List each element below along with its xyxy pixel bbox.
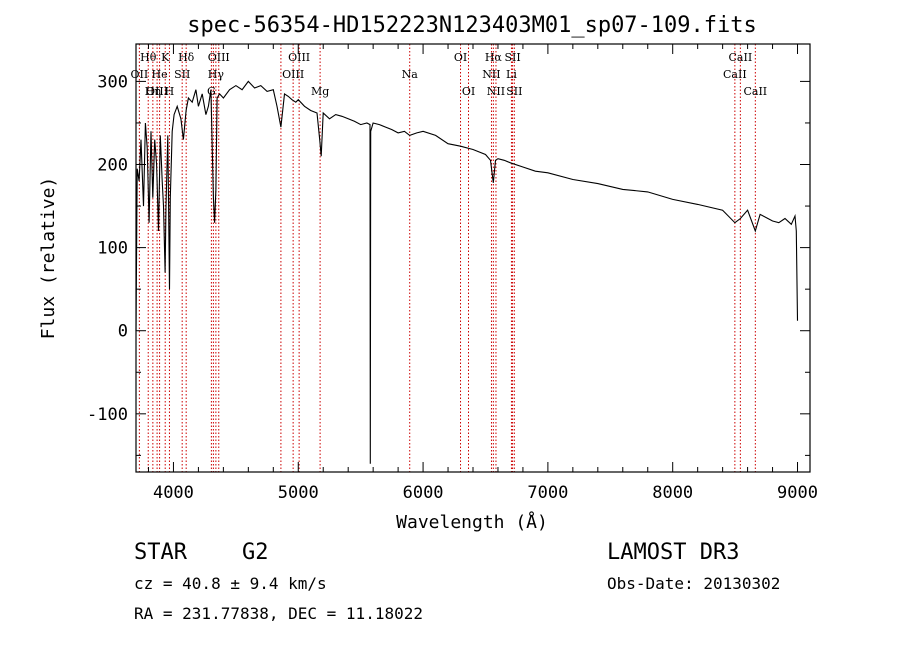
y-axis: -100 0 100 200 300 <box>87 72 810 456</box>
x-tick-label: 7000 <box>527 483 568 503</box>
line-label: OI <box>454 51 467 64</box>
line-label: OIII <box>282 68 304 81</box>
spectrum-line <box>135 80 799 464</box>
line-label: NII <box>482 68 500 81</box>
y-tick-label: 0 <box>118 322 128 342</box>
line-label: H <box>165 85 175 98</box>
line-label: OI <box>462 85 475 98</box>
y-axis-label: Flux (relative) <box>38 177 59 340</box>
x-tick-label: 5000 <box>278 483 319 503</box>
line-label: Hθ <box>140 51 157 64</box>
line-label: NII <box>487 85 505 98</box>
line-label: OIII <box>288 51 310 64</box>
line-label: He <box>152 68 168 81</box>
line-label: Li <box>506 68 517 81</box>
x-tick-label: 8000 <box>652 483 693 503</box>
obs-date-text: Obs-Date: 20130302 <box>607 574 781 593</box>
y-tick-label: -100 <box>87 405 128 425</box>
y-tick-label: 200 <box>97 156 128 176</box>
line-label: SII <box>504 51 520 64</box>
line-label: OIII <box>208 51 230 64</box>
line-label: Na <box>402 68 419 81</box>
x-tick-label: 6000 <box>403 483 444 503</box>
coordinates-text: RA = 231.77838, DEC = 11.18022 <box>134 604 423 623</box>
object-class: STAR <box>134 540 187 565</box>
line-label: CaII <box>723 68 747 81</box>
line-label: Hδ <box>178 51 195 64</box>
x-tick-label: 4000 <box>153 483 194 503</box>
line-label: OII <box>131 68 149 81</box>
x-axis: 4000 5000 6000 7000 8000 9000 <box>147 44 818 503</box>
line-label: Hγ <box>208 68 225 81</box>
survey-name: LAMOST DR3 <box>607 540 740 565</box>
line-label: CaII <box>729 51 753 64</box>
line-label: Mg <box>311 85 329 98</box>
line-label: CaII <box>743 85 767 98</box>
x-tick-label: 9000 <box>777 483 818 503</box>
spectral-line-markers <box>138 44 756 472</box>
y-tick-label: 100 <box>97 239 128 259</box>
line-label: Hη <box>145 85 161 98</box>
line-label: SII <box>174 68 190 81</box>
redshift-text: cz = 40.8 ± 9.4 km/s <box>134 574 327 593</box>
object-subclass: G2 <box>242 540 269 565</box>
line-label: SII <box>506 85 522 98</box>
y-tick-label: 300 <box>97 72 128 92</box>
line-label: K <box>161 51 170 64</box>
chart-title: spec-56354-HD152223N123403M01_sp07-109.f… <box>187 13 757 38</box>
plot-frame <box>135 43 811 473</box>
line-label: OIII <box>146 85 168 98</box>
x-axis-label: Wavelength (Å) <box>396 511 548 533</box>
line-label: Hα <box>485 51 503 64</box>
